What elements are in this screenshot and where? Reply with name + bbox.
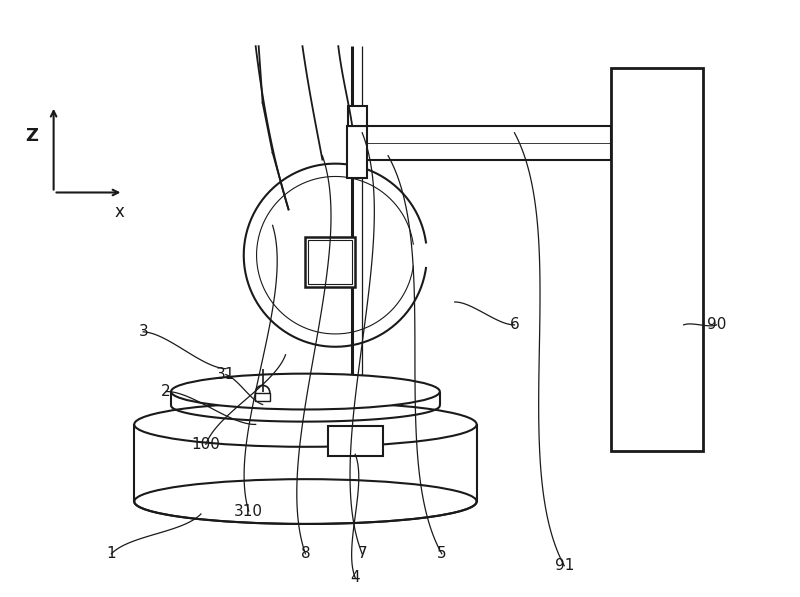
Ellipse shape [171, 374, 440, 410]
Bar [347, 126, 367, 177]
Bar [255, 393, 270, 401]
Text: 6: 6 [510, 318, 519, 333]
Bar [306, 237, 355, 287]
Text: 8: 8 [301, 546, 310, 561]
Text: 90: 90 [707, 318, 726, 333]
Text: 310: 310 [234, 503, 263, 519]
Text: x: x [114, 204, 124, 221]
Bar [309, 240, 352, 284]
Bar [348, 106, 367, 126]
Text: 4: 4 [350, 570, 360, 585]
Text: 5: 5 [437, 546, 446, 561]
Text: 91: 91 [554, 558, 574, 573]
Text: 1: 1 [106, 546, 116, 561]
Text: 3: 3 [138, 324, 148, 339]
Text: Z: Z [26, 127, 38, 144]
Text: 7: 7 [358, 546, 367, 561]
Ellipse shape [134, 402, 477, 447]
Bar [611, 68, 702, 451]
Ellipse shape [134, 479, 477, 524]
Text: 31: 31 [216, 367, 235, 382]
Text: 2: 2 [162, 384, 171, 399]
Bar [328, 426, 383, 456]
Text: 100: 100 [191, 437, 220, 452]
